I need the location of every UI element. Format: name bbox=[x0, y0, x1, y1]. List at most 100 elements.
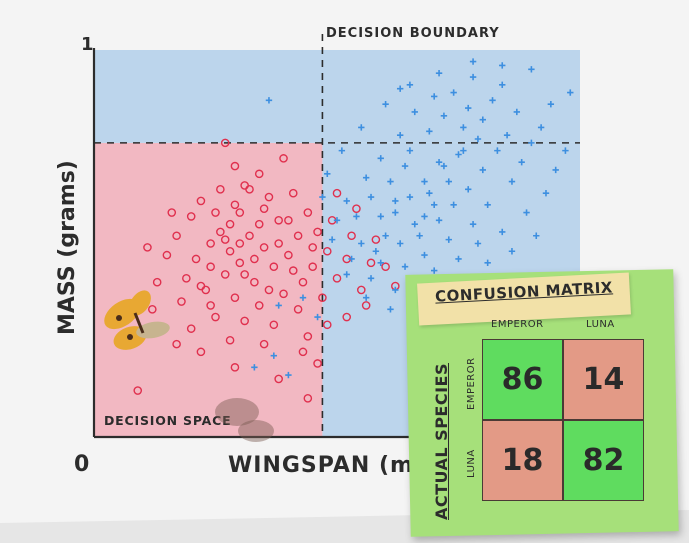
luna-point bbox=[494, 147, 501, 154]
emperor-point bbox=[269, 320, 279, 330]
luna-point bbox=[435, 159, 443, 166]
emperor-point bbox=[206, 262, 215, 272]
luna-point bbox=[367, 193, 375, 201]
luna-point bbox=[445, 236, 452, 243]
luna-point bbox=[362, 174, 370, 181]
emperor-point bbox=[293, 304, 303, 314]
luna-point bbox=[396, 131, 404, 139]
emperor-point bbox=[342, 312, 352, 322]
emperor-point bbox=[269, 262, 279, 272]
luna-point bbox=[251, 364, 258, 371]
x-axis-label: WINGSPAN (m bbox=[228, 453, 414, 478]
emperor-point bbox=[220, 235, 230, 244]
emperor-point bbox=[191, 254, 201, 264]
emperor-point bbox=[303, 208, 313, 217]
luna-point bbox=[547, 100, 555, 108]
emperor-point bbox=[259, 339, 269, 349]
luna-point bbox=[537, 124, 545, 131]
luna-point bbox=[421, 251, 428, 259]
luna-point bbox=[533, 232, 540, 239]
luna-point bbox=[387, 306, 394, 313]
upper-decision-region bbox=[94, 50, 580, 143]
luna-point bbox=[396, 85, 404, 92]
luna-point bbox=[562, 147, 569, 154]
luna-point bbox=[358, 124, 365, 131]
luna-point bbox=[401, 263, 409, 270]
luna-point bbox=[499, 228, 506, 236]
luna-point bbox=[328, 236, 336, 243]
luna-point bbox=[513, 108, 521, 116]
emperor-point bbox=[259, 204, 269, 213]
luna-point bbox=[431, 267, 438, 274]
luna-point bbox=[411, 220, 418, 228]
luna-point bbox=[299, 294, 307, 301]
emperor-point bbox=[279, 289, 288, 299]
emperor-point bbox=[172, 339, 181, 349]
luna-point bbox=[445, 178, 452, 185]
luna-point bbox=[275, 302, 282, 309]
luna-point bbox=[421, 213, 428, 220]
emperor-point bbox=[298, 277, 308, 287]
cell-luna-luna: 82 bbox=[563, 420, 644, 501]
cell-emperor-luna: 14 bbox=[563, 339, 644, 420]
luna-point bbox=[377, 213, 384, 220]
column-label-emperor: EMPEROR bbox=[491, 319, 544, 330]
luna-point bbox=[426, 128, 433, 135]
luna-point bbox=[426, 189, 433, 197]
luna-point bbox=[528, 66, 535, 73]
emperor-point bbox=[284, 215, 293, 225]
emperor-point bbox=[361, 301, 371, 310]
emperor-point bbox=[274, 215, 283, 225]
emperor-point bbox=[303, 332, 313, 341]
emperor-point bbox=[288, 188, 298, 198]
luna-point bbox=[333, 217, 341, 224]
y-axis-label: MASS (grams) bbox=[55, 160, 80, 335]
emperor-point bbox=[196, 281, 206, 291]
emperor-point bbox=[220, 270, 230, 279]
luna-point bbox=[421, 178, 428, 185]
cell-emperor-emperor: 86 bbox=[482, 339, 563, 420]
luna-point bbox=[508, 178, 516, 185]
y-max-tick: 1 bbox=[81, 34, 94, 55]
luna-point bbox=[431, 201, 438, 208]
luna-point bbox=[265, 97, 273, 104]
luna-point bbox=[542, 189, 550, 197]
luna-point bbox=[338, 147, 346, 154]
luna-point bbox=[382, 100, 389, 108]
emperor-point bbox=[143, 243, 152, 252]
luna-point bbox=[469, 73, 477, 81]
luna-point bbox=[460, 124, 467, 131]
luna-point bbox=[528, 139, 535, 147]
emperor-point bbox=[254, 169, 264, 179]
luna-point bbox=[440, 112, 448, 119]
luna-point bbox=[285, 371, 292, 379]
luna-point bbox=[270, 352, 278, 359]
emperor-point bbox=[230, 293, 240, 302]
luna-point bbox=[396, 240, 404, 247]
luna-point bbox=[343, 271, 350, 278]
emperor-point bbox=[356, 285, 366, 295]
luna-point bbox=[411, 108, 418, 116]
emperor-point bbox=[313, 359, 322, 368]
luna-point bbox=[508, 248, 516, 255]
emperor-point bbox=[254, 301, 264, 310]
actual-species-label: ACTUAL SPECIES bbox=[432, 362, 451, 520]
emperor-point bbox=[220, 138, 230, 148]
emperor-point bbox=[225, 335, 235, 345]
luna-point bbox=[503, 131, 511, 139]
luna-point bbox=[499, 62, 506, 69]
luna-point bbox=[484, 201, 491, 208]
emperor-point bbox=[284, 250, 293, 260]
emperor-point bbox=[347, 231, 356, 241]
emperor-point bbox=[274, 374, 283, 384]
butterfly-shadow bbox=[215, 398, 274, 442]
emperor-point bbox=[167, 208, 177, 217]
emperor-point bbox=[250, 254, 259, 264]
luna-point bbox=[319, 193, 326, 201]
luna-point bbox=[484, 259, 491, 267]
luna-point bbox=[518, 159, 525, 166]
luna-point bbox=[431, 93, 438, 100]
emperor-point bbox=[322, 320, 332, 330]
column-label-luna: LUNA bbox=[586, 319, 615, 330]
emperor-point bbox=[133, 386, 143, 395]
